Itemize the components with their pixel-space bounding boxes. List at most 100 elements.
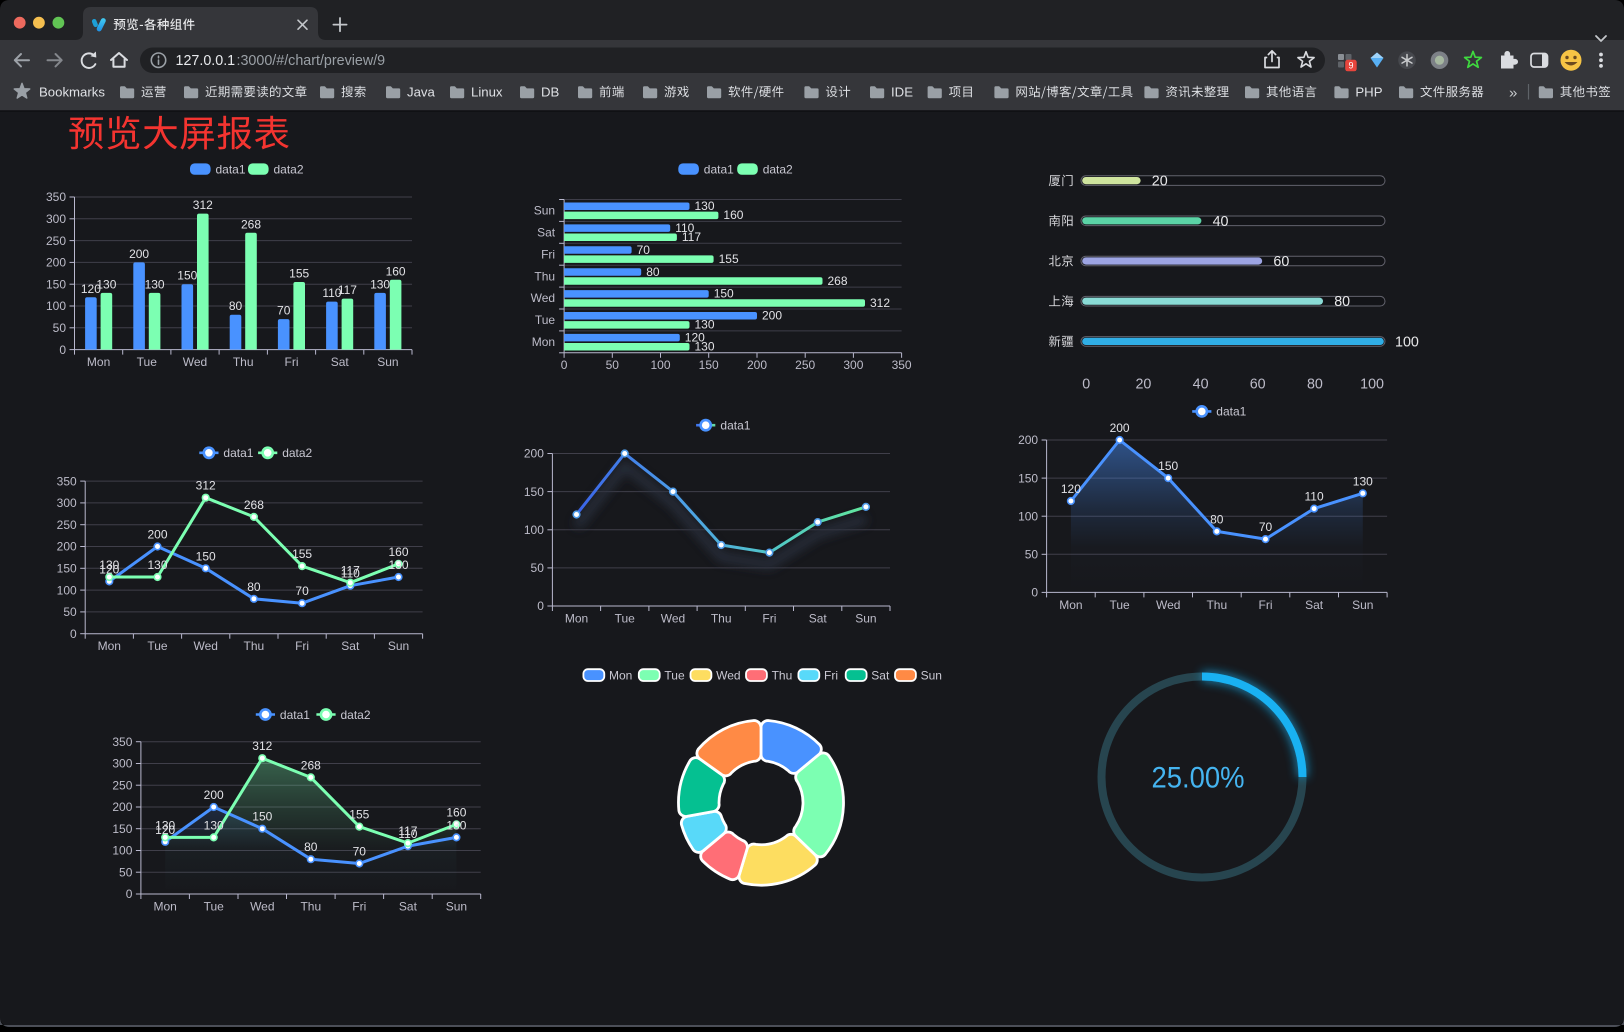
- svg-text:150: 150: [1158, 459, 1178, 473]
- svg-text:Tue: Tue: [535, 313, 556, 327]
- svg-text:Fri: Fri: [824, 669, 838, 683]
- svg-text:Mon: Mon: [565, 611, 588, 625]
- svg-text:DB: DB: [541, 85, 560, 100]
- svg-text:200: 200: [762, 309, 782, 323]
- svg-text:80: 80: [1307, 377, 1323, 393]
- svg-text:130: 130: [446, 818, 466, 832]
- svg-text:300: 300: [46, 212, 66, 226]
- svg-text:Java: Java: [407, 85, 436, 100]
- svg-text:80: 80: [1210, 512, 1224, 526]
- svg-text:Thu: Thu: [711, 611, 732, 625]
- svg-text:120: 120: [155, 823, 175, 837]
- svg-text:110: 110: [322, 286, 341, 300]
- svg-text:120: 120: [81, 282, 101, 296]
- svg-text:data1: data1: [216, 163, 246, 177]
- svg-text:Thu: Thu: [233, 355, 254, 369]
- svg-text:0: 0: [59, 343, 66, 357]
- svg-text:Mon: Mon: [98, 639, 121, 653]
- svg-text:130: 130: [388, 558, 408, 572]
- svg-text:312: 312: [193, 198, 213, 212]
- svg-text:70: 70: [1259, 520, 1273, 534]
- svg-text:150: 150: [196, 549, 216, 563]
- svg-text:120: 120: [99, 562, 119, 576]
- svg-text:Wed: Wed: [183, 355, 207, 369]
- svg-text:Thu: Thu: [244, 639, 265, 653]
- svg-text:Sat: Sat: [809, 611, 828, 625]
- svg-text:PHP: PHP: [1355, 85, 1382, 100]
- svg-text:150: 150: [699, 358, 719, 372]
- svg-text:0: 0: [1031, 586, 1038, 600]
- svg-text:50: 50: [53, 321, 67, 335]
- svg-text:155: 155: [289, 267, 309, 281]
- svg-text:Sun: Sun: [921, 669, 942, 683]
- svg-text:100: 100: [650, 358, 670, 372]
- svg-text:Mon: Mon: [609, 669, 632, 683]
- svg-text:data1: data1: [1216, 405, 1246, 419]
- svg-text:Mon: Mon: [87, 355, 110, 369]
- svg-text:130: 130: [96, 277, 116, 291]
- svg-text:40: 40: [1213, 214, 1229, 230]
- svg-text:data2: data2: [274, 163, 304, 177]
- svg-text:Fri: Fri: [295, 639, 309, 653]
- svg-text:100: 100: [57, 583, 77, 597]
- svg-text:130: 130: [370, 277, 390, 291]
- svg-text:200: 200: [747, 358, 767, 372]
- svg-text:117: 117: [338, 283, 357, 297]
- svg-text:Sun: Sun: [855, 611, 876, 625]
- svg-text::3000/#/chart/preview/9: :3000/#/chart/preview/9: [237, 53, 386, 69]
- svg-text:Wed: Wed: [193, 639, 217, 653]
- svg-text:60: 60: [1273, 254, 1289, 270]
- svg-text:150: 150: [1018, 471, 1038, 485]
- svg-text:Tue: Tue: [137, 355, 158, 369]
- svg-text:70: 70: [353, 845, 367, 859]
- svg-text:120: 120: [1061, 482, 1081, 496]
- svg-text:Fri: Fri: [285, 355, 299, 369]
- svg-text:20: 20: [1135, 377, 1151, 393]
- svg-text:150: 150: [714, 287, 734, 301]
- svg-text:Mon: Mon: [1059, 598, 1082, 612]
- svg-text:60: 60: [1250, 377, 1266, 393]
- svg-text:130: 130: [695, 199, 715, 213]
- svg-text:350: 350: [892, 358, 912, 372]
- svg-text:150: 150: [112, 822, 132, 836]
- svg-text:268: 268: [301, 758, 321, 772]
- svg-text:Mon: Mon: [154, 899, 177, 913]
- svg-text:25.00%: 25.00%: [1152, 762, 1245, 795]
- svg-text:0: 0: [561, 358, 568, 372]
- svg-text:250: 250: [112, 778, 132, 792]
- svg-text:160: 160: [723, 208, 743, 222]
- svg-text:80: 80: [304, 840, 318, 854]
- svg-text:Thu: Thu: [300, 899, 321, 913]
- svg-text:200: 200: [524, 447, 544, 461]
- svg-text:Sat: Sat: [1305, 598, 1324, 612]
- svg-text:200: 200: [147, 528, 167, 542]
- svg-text:Sat: Sat: [871, 669, 890, 683]
- svg-text:110: 110: [675, 221, 694, 235]
- svg-text:200: 200: [57, 540, 77, 554]
- svg-text:300: 300: [112, 757, 132, 771]
- svg-text:data1: data1: [280, 708, 310, 722]
- svg-text:155: 155: [349, 808, 369, 822]
- svg-text:50: 50: [63, 605, 77, 619]
- svg-text:80: 80: [247, 580, 261, 594]
- svg-text:312: 312: [196, 479, 216, 493]
- svg-text:100: 100: [1360, 377, 1384, 393]
- svg-text:155: 155: [292, 547, 312, 561]
- svg-text:Wed: Wed: [661, 611, 685, 625]
- svg-text:Fri: Fri: [762, 611, 776, 625]
- svg-text:data1: data1: [223, 446, 253, 460]
- svg-text:Wed: Wed: [1156, 598, 1180, 612]
- svg-text:Tue: Tue: [664, 669, 685, 683]
- svg-text:data2: data2: [282, 446, 312, 460]
- svg-text:312: 312: [870, 296, 890, 310]
- svg-text:Tue: Tue: [204, 899, 225, 913]
- svg-text:0: 0: [1082, 377, 1090, 393]
- svg-text:50: 50: [531, 561, 545, 575]
- svg-text:350: 350: [57, 474, 77, 488]
- svg-text:100: 100: [1395, 334, 1419, 350]
- svg-text:70: 70: [277, 304, 291, 318]
- svg-text:200: 200: [46, 256, 66, 270]
- svg-text:50: 50: [1025, 548, 1039, 562]
- svg-text:130: 130: [147, 558, 167, 572]
- svg-text:Thu: Thu: [772, 669, 793, 683]
